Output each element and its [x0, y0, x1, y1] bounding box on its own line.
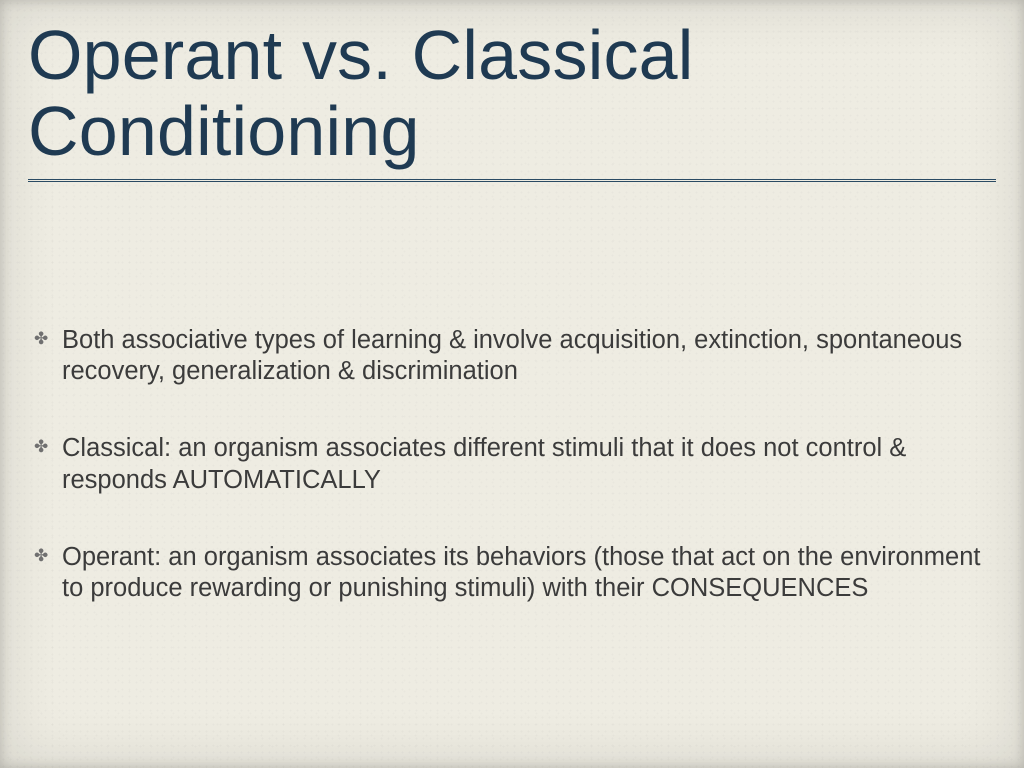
- list-item: ✤ Both associative types of learning & i…: [34, 325, 990, 387]
- list-item: ✤ Classical: an organism associates diff…: [34, 433, 990, 495]
- sparkle-icon: ✤: [34, 438, 48, 455]
- bullet-text: Operant: an organism associates its beha…: [62, 543, 981, 602]
- title-underline-rule: [28, 179, 996, 185]
- sparkle-icon: ✤: [34, 330, 48, 347]
- slide-container: Operant vs. Classical Conditioning ✤ Bot…: [0, 0, 1024, 768]
- sparkle-icon: ✤: [34, 547, 48, 564]
- slide-title: Operant vs. Classical Conditioning: [28, 18, 996, 169]
- bullet-text: Both associative types of learning & inv…: [62, 326, 962, 385]
- list-item: ✤ Operant: an organism associates its be…: [34, 542, 990, 604]
- bullet-list: ✤ Both associative types of learning & i…: [28, 325, 996, 604]
- bullet-text: Classical: an organism associates differ…: [62, 434, 906, 493]
